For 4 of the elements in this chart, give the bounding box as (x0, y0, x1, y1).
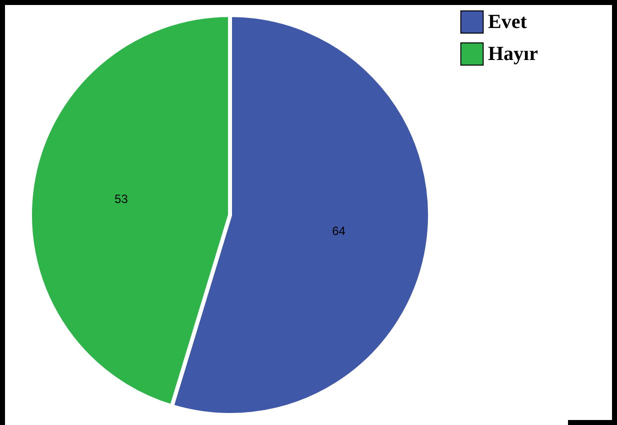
legend-label: Hayır (488, 43, 538, 65)
data-label: 53 (114, 192, 128, 206)
legend-label: Evet (488, 11, 528, 33)
data-label: 64 (332, 224, 346, 238)
